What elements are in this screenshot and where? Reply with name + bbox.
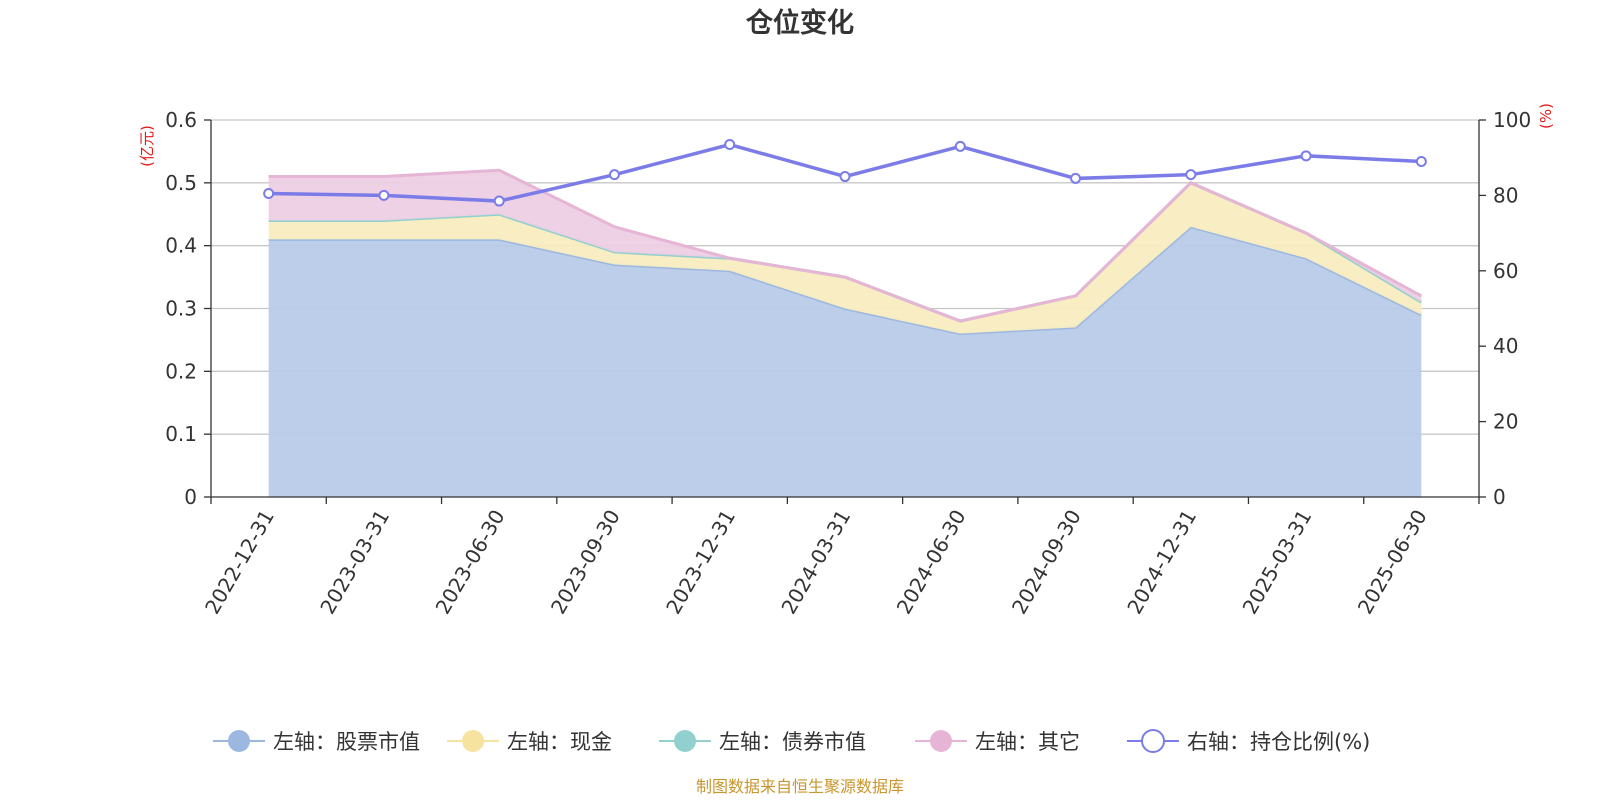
area-左轴：股票市值 (268, 226, 1422, 498)
legend-marker-icon (228, 730, 250, 752)
left-tick-label: 0.3 (165, 297, 197, 321)
area-edge-左轴：其它 (268, 168, 1423, 323)
left-tick-label: 0 (184, 485, 197, 509)
chart-title: 仓位变化 (745, 7, 854, 39)
x-tick-label: 2023-09-30 (546, 506, 625, 619)
x-tick-label: 2025-03-31 (1238, 506, 1317, 619)
right-tick-label: 80 (1493, 183, 1518, 207)
legend-item[interactable]: 左轴：其它 (915, 730, 1080, 754)
legend-label: 左轴：债券市值 (719, 730, 866, 754)
ratio-point (1070, 172, 1082, 184)
right-tick-label: 20 (1493, 410, 1518, 434)
legend-marker-icon (930, 730, 952, 752)
x-tick-label: 2024-09-30 (1007, 506, 1086, 619)
ratio-point (1300, 150, 1312, 162)
legend-marker-icon (674, 730, 696, 752)
left-tick-label: 0.1 (165, 422, 197, 446)
left-tick-label: 0.4 (165, 234, 197, 258)
legend-label: 左轴：股票市值 (273, 730, 420, 754)
ratio-point (724, 139, 736, 151)
ratio-point (378, 189, 390, 201)
legend-item[interactable]: 左轴：现金 (447, 730, 612, 754)
ratio-point (954, 140, 966, 152)
x-tick-label: 2024-03-31 (776, 506, 855, 619)
data-source-note: 制图数据来自恒生聚源数据库 (696, 777, 904, 796)
left-tick-label: 0.5 (165, 171, 197, 195)
legend-label: 右轴：持仓比例(%) (1187, 730, 1370, 754)
legend-label: 左轴：现金 (507, 730, 612, 754)
left-axis-unit: (亿元) (138, 125, 156, 167)
ratio-point (1185, 169, 1197, 181)
legend-item[interactable]: 左轴：股票市值 (213, 730, 420, 754)
right-axis-unit: (%) (1537, 103, 1555, 129)
ratio-point (1415, 155, 1427, 167)
legend-marker-icon (1141, 729, 1165, 753)
area-左轴：其它 (268, 170, 1422, 322)
legend-item[interactable]: 左轴：债券市值 (659, 730, 866, 754)
right-tick-label: 0 (1493, 485, 1506, 509)
legend-label: 左轴：其它 (975, 730, 1080, 754)
legend-marker-icon (462, 730, 484, 752)
x-tick-label: 2022-12-31 (200, 506, 279, 619)
x-tick-label: 2025-06-30 (1353, 506, 1432, 619)
ratio-point (608, 169, 620, 181)
x-tick-label: 2023-03-31 (315, 506, 394, 619)
left-tick-label: 0.2 (165, 359, 197, 383)
area-series (268, 168, 1423, 498)
x-tick-label: 2023-12-31 (661, 506, 740, 619)
right-tick-label: 40 (1493, 334, 1518, 358)
x-tick-label: 2024-06-30 (892, 506, 971, 619)
left-tick-label: 0.6 (165, 108, 197, 132)
right-tick-label: 100 (1493, 108, 1531, 132)
ratio-point (263, 188, 275, 200)
area-左轴：现金 (268, 182, 1422, 334)
legend-item[interactable]: 右轴：持仓比例(%) (1127, 729, 1370, 754)
ratio-line-series (263, 139, 1427, 207)
right-tick-label: 60 (1493, 259, 1518, 283)
legend[interactable]: 左轴：股票市值 左轴：现金 左轴：债券市值 左轴：其它 右轴：持仓比例(%) (213, 729, 1370, 754)
x-tick-label: 2024-12-31 (1122, 506, 1201, 619)
x-tick-label: 2023-06-30 (431, 506, 510, 619)
ratio-point (493, 195, 505, 207)
ratio-point (839, 171, 851, 183)
